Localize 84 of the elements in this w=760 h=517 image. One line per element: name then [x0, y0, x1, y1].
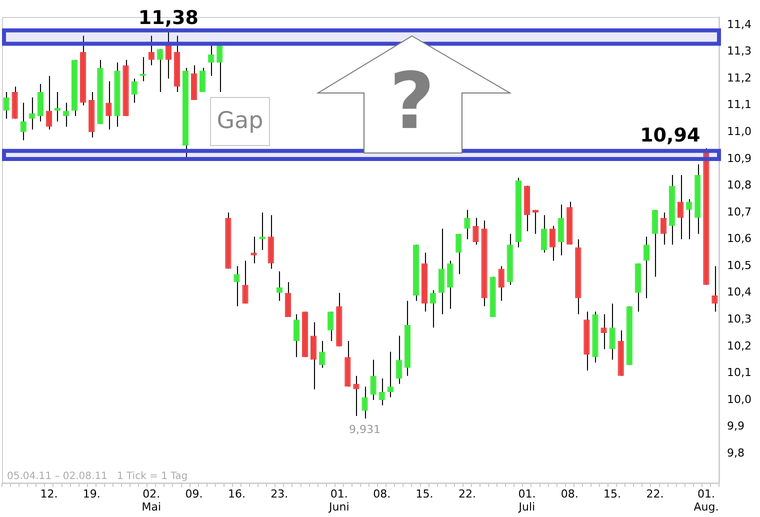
x-tick-label: 23. [270, 487, 288, 500]
candlestick [62, 102, 70, 128]
candlestick [28, 96, 35, 130]
annotation: 05.04.11 – 02.08.11 1 Tick = 1 Tag [7, 471, 188, 482]
annotation: Gap [210, 97, 270, 146]
candlestick [20, 102, 26, 141]
x-tick-label: 01. Juni [328, 487, 350, 514]
x-tick-label: 15. [604, 487, 622, 500]
candlestick [498, 266, 504, 302]
candlestick [250, 236, 257, 264]
y-tick-label: 10,3 [727, 312, 752, 326]
candlestick [319, 340, 326, 368]
x-tick-label: 02. Mai [142, 487, 162, 514]
candlestick [540, 214, 548, 254]
candlestick [558, 204, 564, 256]
x-tick-label: 16. [228, 487, 246, 500]
candlestick [234, 266, 240, 307]
annotation: 11,38 [138, 6, 198, 29]
candlestick [131, 78, 138, 104]
y-tick-label: 10,6 [727, 232, 752, 246]
x-tick-label: 15. [416, 487, 434, 500]
candlestick [362, 386, 368, 419]
y-tick-label: 9,9 [727, 420, 744, 433]
y-tick-label: 11,2 [727, 71, 752, 84]
candlestick [447, 260, 454, 310]
candlestick [387, 351, 394, 398]
y-tick-label: 11,0 [727, 125, 752, 138]
candlestick [712, 266, 718, 312]
candlestick [609, 303, 616, 360]
y-tick-label: 10,9 [727, 152, 752, 165]
candlestick [276, 270, 282, 302]
y-tick-label: 10,5 [727, 258, 752, 272]
candlestick [430, 290, 436, 328]
candlestick [600, 314, 607, 350]
y-tick-label: 10,4 [727, 286, 752, 299]
x-tick-label: 01. Aug. [694, 487, 719, 514]
y-tick-label: 11,3 [727, 44, 752, 58]
y-tick-label: 10,7 [727, 205, 752, 218]
candlestick [328, 311, 334, 342]
x-tick-label: 22. [458, 487, 476, 500]
candlestick [259, 212, 266, 250]
candlestick [284, 282, 292, 318]
candlestick [310, 322, 317, 390]
candlestick [396, 335, 402, 384]
candlestick [46, 75, 52, 130]
x-tick-label: 09. [185, 487, 203, 500]
candlestick [148, 35, 154, 66]
candlestick [370, 359, 376, 400]
y-tick-label: 9,8 [727, 446, 744, 460]
candlestick [686, 198, 692, 240]
candlestick [208, 43, 214, 76]
candlestick [106, 80, 112, 130]
x-tick-label: 08. [560, 487, 578, 500]
y-tick-label: 10,0 [727, 392, 752, 406]
x-tick-label: 08. [373, 487, 391, 500]
x-tick-label: 19. [82, 487, 100, 500]
candlestick [464, 209, 470, 240]
candlestick [293, 314, 300, 358]
candlestick [353, 375, 360, 417]
y-tick-label: 10,2 [727, 339, 752, 352]
candlestick [438, 228, 445, 315]
candlestick [200, 67, 206, 92]
candlestick [643, 236, 650, 299]
candlestick [3, 91, 10, 120]
annotation: 10,94 [640, 124, 700, 147]
y-tick-label: 11,1 [727, 98, 752, 112]
candlestick [242, 260, 248, 304]
candlestick [37, 83, 44, 122]
y-tick-label: 10,1 [727, 366, 752, 380]
candlestick [156, 48, 163, 92]
candlestick [660, 212, 667, 246]
y-tick-label: 10,8 [727, 178, 752, 192]
candlestick [378, 378, 385, 406]
candlestick [472, 217, 479, 246]
x-tick-label: 12. [40, 487, 58, 500]
annotation: ? [388, 56, 436, 149]
candlestick [678, 174, 684, 240]
candlestick [549, 225, 556, 262]
candlestick [456, 233, 462, 275]
x-tick-label: 01. Juli [518, 487, 536, 514]
candlestick [652, 209, 658, 278]
y-tick-label: 11,4 [727, 18, 752, 31]
x-tick-label: 22. [646, 487, 664, 500]
annotation: 9,931 [349, 422, 381, 436]
